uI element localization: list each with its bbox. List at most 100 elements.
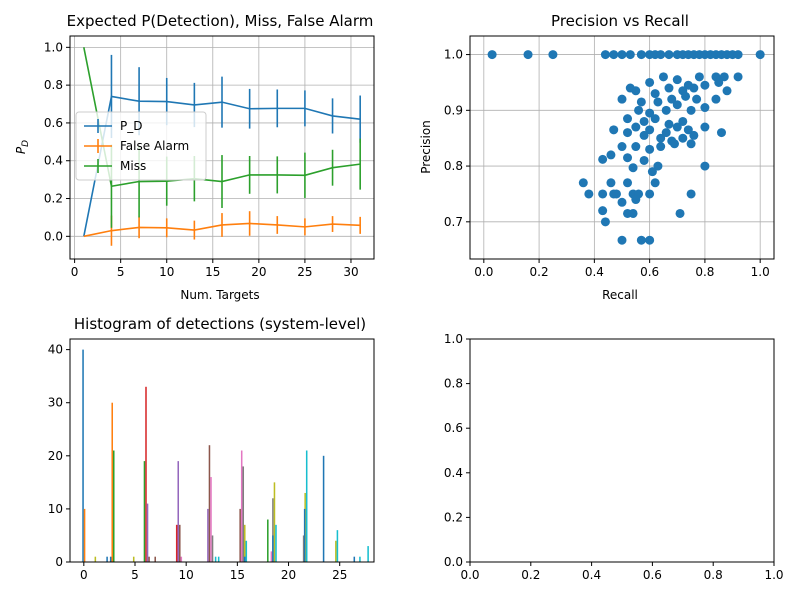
- scatter-point: [683, 125, 693, 135]
- scatter-point: [650, 178, 660, 188]
- x-tick-label: 1.0: [764, 568, 783, 582]
- scatter-point: [686, 105, 696, 115]
- y-tick-label: 0.8: [44, 78, 63, 92]
- scatter-point: [639, 130, 649, 140]
- scatter-point: [661, 128, 671, 138]
- scatter-point: [623, 114, 633, 124]
- histogram-bar: [111, 402, 113, 562]
- y-tick-label: 0.6: [444, 421, 463, 435]
- histogram-bar: [240, 450, 243, 562]
- scatter-point: [700, 161, 710, 171]
- detection-panel: Expected P(Detection), Miss, False Alarm…: [14, 12, 375, 302]
- scatter-point: [617, 142, 627, 152]
- precision-recall-xlabel: Recall: [602, 288, 638, 302]
- scatter-point: [625, 50, 635, 60]
- histogram-bar: [367, 546, 369, 562]
- histogram-bar: [267, 519, 269, 562]
- y-tick-label: 0.0: [44, 229, 63, 243]
- precision-recall-title: Precision vs Recall: [551, 12, 689, 30]
- histogram-bar: [207, 508, 209, 562]
- histogram-bar: [175, 524, 178, 562]
- legend-label: Miss: [120, 159, 146, 173]
- scatter-point: [617, 197, 627, 207]
- legend-label: P_D: [120, 119, 142, 133]
- scatter-point: [628, 208, 638, 218]
- x-tick-label: 20: [281, 568, 296, 582]
- x-tick-label: 5: [131, 568, 139, 582]
- x-tick-label: 0.6: [643, 568, 662, 582]
- scatter-point: [711, 94, 721, 104]
- y-tick-label: 0.0: [444, 555, 463, 569]
- detection-ylabel-sub: D: [21, 140, 31, 147]
- x-tick-label: 0.4: [585, 265, 604, 279]
- scatter-point: [578, 178, 588, 188]
- histogram-bar: [302, 535, 305, 562]
- scatter-point: [606, 150, 616, 160]
- scatter-point: [689, 130, 699, 140]
- scatter-point: [645, 125, 655, 135]
- scatter-point: [670, 139, 680, 149]
- scatter-point: [733, 72, 743, 82]
- scatter-point: [681, 91, 691, 101]
- scatter-point: [623, 153, 633, 163]
- scatter-point: [631, 142, 641, 152]
- x-tick-label: 0.6: [640, 265, 659, 279]
- scatter-point: [645, 235, 655, 245]
- histogram-bar: [208, 445, 211, 562]
- scatter-point: [611, 189, 621, 199]
- scatter-point: [628, 163, 638, 173]
- histogram-bar: [359, 556, 361, 562]
- scatter-point: [598, 154, 608, 164]
- scatter-point: [719, 72, 729, 82]
- scatter-point: [667, 94, 677, 104]
- histogram-bar: [94, 556, 97, 562]
- scatter-point: [714, 77, 724, 87]
- scatter-point: [617, 94, 627, 104]
- y-tick-label: 0.8: [444, 159, 463, 173]
- scatter-point: [631, 195, 641, 205]
- y-tick-label: 0.2: [44, 192, 63, 206]
- scatter-point: [609, 125, 619, 135]
- scatter-point: [606, 178, 616, 188]
- scatter-point: [636, 235, 646, 245]
- histogram-bar: [210, 477, 212, 562]
- scatter-point: [694, 72, 704, 82]
- y-tick-label: 0.7: [444, 215, 463, 229]
- histogram-bar: [179, 524, 181, 562]
- empty-axes-frame: [469, 338, 775, 563]
- scatter-point: [617, 235, 627, 245]
- x-tick-label: 15: [205, 265, 220, 279]
- scatter-point: [617, 50, 627, 60]
- scatter-point: [631, 122, 641, 132]
- x-tick-label: 25: [297, 265, 312, 279]
- x-tick-label: 1.0: [751, 265, 770, 279]
- scatter-point: [686, 139, 696, 149]
- scatter-point: [664, 83, 674, 93]
- y-tick-label: 30: [48, 396, 63, 410]
- scatter-point: [675, 208, 685, 218]
- histogram-bar: [83, 508, 86, 562]
- scatter-point: [653, 161, 663, 171]
- scatter-point: [645, 189, 655, 199]
- x-tick-label: 30: [343, 265, 358, 279]
- scatter-point: [672, 75, 682, 85]
- histogram-bar: [336, 530, 339, 562]
- scatter-point: [639, 116, 649, 126]
- histogram-bar: [106, 556, 108, 562]
- histogram-ticks: 0 5 10 15 20 25 0 10 20 30 40: [48, 343, 348, 582]
- y-tick-label: 0.6: [44, 116, 63, 130]
- x-tick-label: 0.4: [582, 568, 601, 582]
- histogram-bar: [112, 450, 115, 562]
- histogram-bar: [305, 450, 308, 562]
- x-tick-label: 10: [159, 265, 174, 279]
- y-tick-label: 20: [48, 449, 63, 463]
- histogram-bar: [270, 551, 273, 562]
- scatter-point: [661, 105, 671, 115]
- x-tick-label: 0.0: [460, 568, 479, 582]
- x-tick-label: 0.0: [474, 265, 493, 279]
- histogram-bar: [245, 540, 248, 562]
- histogram-bar: [335, 540, 337, 562]
- scatter-point: [600, 50, 610, 60]
- scatter-point: [678, 116, 688, 126]
- y-tick-label: 0.4: [44, 154, 63, 168]
